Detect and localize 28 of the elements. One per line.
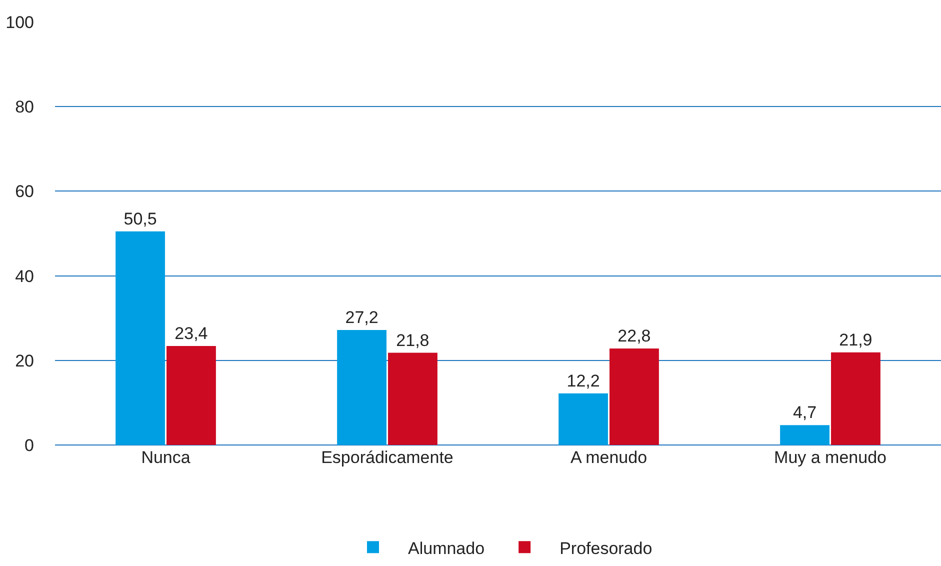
bar xyxy=(388,352,438,445)
y-tick-label: 80 xyxy=(15,98,34,117)
bar xyxy=(337,330,386,445)
y-tick-label: 60 xyxy=(15,182,34,202)
bar xyxy=(780,425,830,445)
data-label: 21,9 xyxy=(839,330,872,350)
data-label: 27,2 xyxy=(345,308,378,327)
bar xyxy=(116,231,165,445)
bar xyxy=(610,348,659,445)
bar xyxy=(166,346,216,445)
data-label: 50,5 xyxy=(124,209,157,228)
x-tick-label: Esporádicamente xyxy=(321,448,454,467)
x-tick-label: Nunca xyxy=(141,448,191,467)
y-tick-label: 0 xyxy=(24,436,34,455)
bar xyxy=(831,352,880,445)
data-label: 23,4 xyxy=(174,324,208,344)
x-tick-label: Muy a menudo xyxy=(774,448,886,467)
y-tick-label: 40 xyxy=(15,266,34,286)
y-tick-label: 100 xyxy=(6,12,34,32)
y-tick-label: 20 xyxy=(15,351,34,370)
bar xyxy=(558,393,608,445)
data-label: 21,8 xyxy=(396,330,430,350)
data-label: 22,8 xyxy=(618,326,651,346)
legend-label: Alumnado xyxy=(408,538,485,558)
x-tick-label: A menudo xyxy=(570,448,648,467)
data-label: 12,2 xyxy=(566,371,600,390)
data-label: 4,7 xyxy=(792,403,817,422)
legend-label: Profesorado xyxy=(560,538,652,558)
